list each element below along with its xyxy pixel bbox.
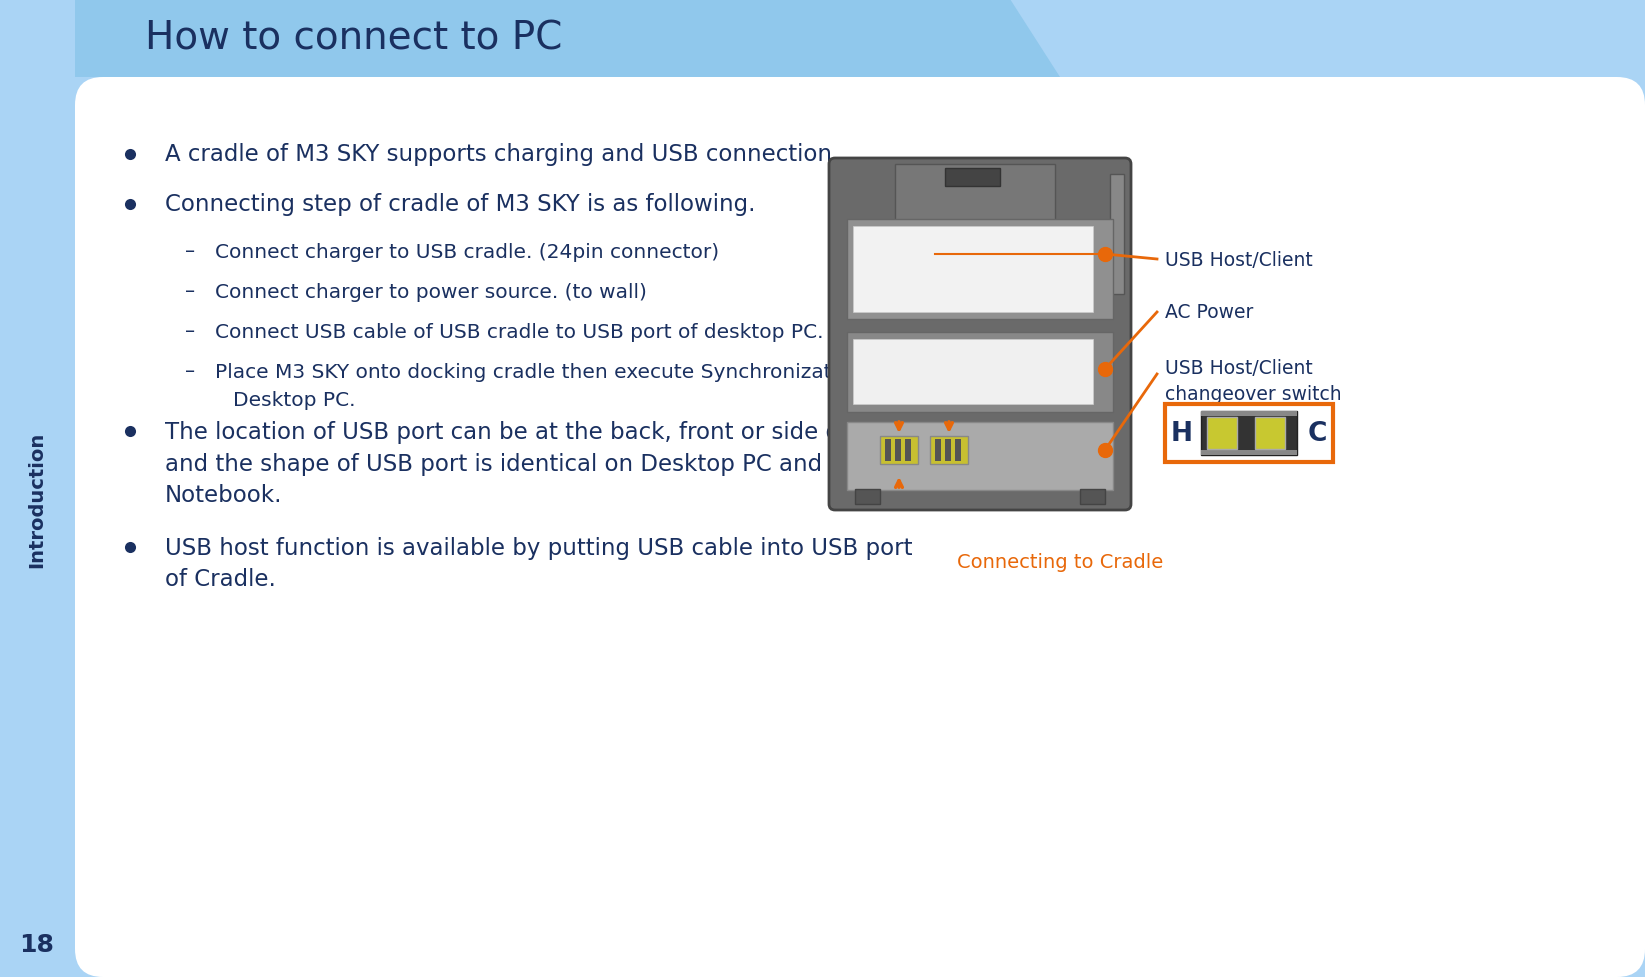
Bar	[944, 169, 1000, 187]
Text: changeover switch: changeover switch	[1165, 385, 1342, 404]
Text: Notebook.: Notebook.	[164, 484, 283, 507]
Text: Place M3 SKY onto docking cradle then execute Synchronization with: Place M3 SKY onto docking cradle then ex…	[215, 362, 911, 381]
Bar	[847, 220, 1114, 319]
Text: C: C	[1308, 420, 1326, 446]
Bar	[905, 440, 911, 461]
Bar	[895, 165, 1054, 225]
Bar	[880, 437, 918, 464]
Text: Connect charger to power source. (to wall): Connect charger to power source. (to wal…	[215, 282, 646, 301]
Bar	[956, 440, 961, 461]
Polygon shape	[76, 0, 1059, 78]
Bar	[944, 440, 951, 461]
Bar	[854, 227, 1092, 313]
Text: –: –	[184, 322, 196, 341]
Text: The location of USB port can be at the back, front or side of PC: The location of USB port can be at the b…	[164, 420, 885, 443]
Bar	[855, 489, 880, 504]
Bar	[847, 423, 1114, 490]
Text: Connect charger to USB cradle. (24pin connector): Connect charger to USB cradle. (24pin co…	[215, 242, 719, 261]
Bar	[895, 440, 901, 461]
FancyBboxPatch shape	[829, 159, 1132, 510]
Bar	[1081, 489, 1105, 504]
Bar	[1201, 450, 1296, 455]
Bar	[854, 340, 1092, 404]
Text: H: H	[1171, 420, 1193, 446]
FancyBboxPatch shape	[76, 78, 1645, 977]
Text: of Cradle.: of Cradle.	[164, 568, 276, 591]
Text: A cradle of M3 SKY supports charging and USB connection.: A cradle of M3 SKY supports charging and…	[164, 144, 839, 166]
Bar	[1207, 417, 1237, 449]
Bar	[885, 440, 892, 461]
Text: –: –	[184, 242, 196, 261]
Bar	[1201, 411, 1296, 455]
Text: Connect USB cable of USB cradle to USB port of desktop PC.: Connect USB cable of USB cradle to USB p…	[215, 322, 824, 341]
Text: Desktop PC.: Desktop PC.	[234, 390, 355, 409]
Bar	[1201, 411, 1296, 416]
Text: USB host function is available by putting USB cable into USB port: USB host function is available by puttin…	[164, 536, 913, 559]
Bar	[929, 437, 967, 464]
Bar	[1165, 404, 1332, 462]
Text: –: –	[184, 362, 196, 381]
Text: How to connect to PC: How to connect to PC	[145, 20, 563, 58]
Bar	[934, 440, 941, 461]
Text: USB Host/Client: USB Host/Client	[1165, 250, 1313, 270]
Bar	[1110, 175, 1124, 295]
Text: Connecting step of cradle of M3 SKY is as following.: Connecting step of cradle of M3 SKY is a…	[164, 193, 755, 216]
Text: USB Host/Client: USB Host/Client	[1165, 360, 1313, 378]
Bar	[1255, 417, 1285, 449]
Text: 18: 18	[20, 932, 54, 956]
Text: AC Power: AC Power	[1165, 303, 1253, 322]
Text: Connecting to Cradle: Connecting to Cradle	[957, 553, 1163, 572]
Bar	[847, 332, 1114, 412]
Text: and the shape of USB port is identical on Desktop PC and: and the shape of USB port is identical o…	[164, 452, 822, 475]
Text: Introduction: Introduction	[28, 432, 46, 568]
Text: –: –	[184, 282, 196, 301]
